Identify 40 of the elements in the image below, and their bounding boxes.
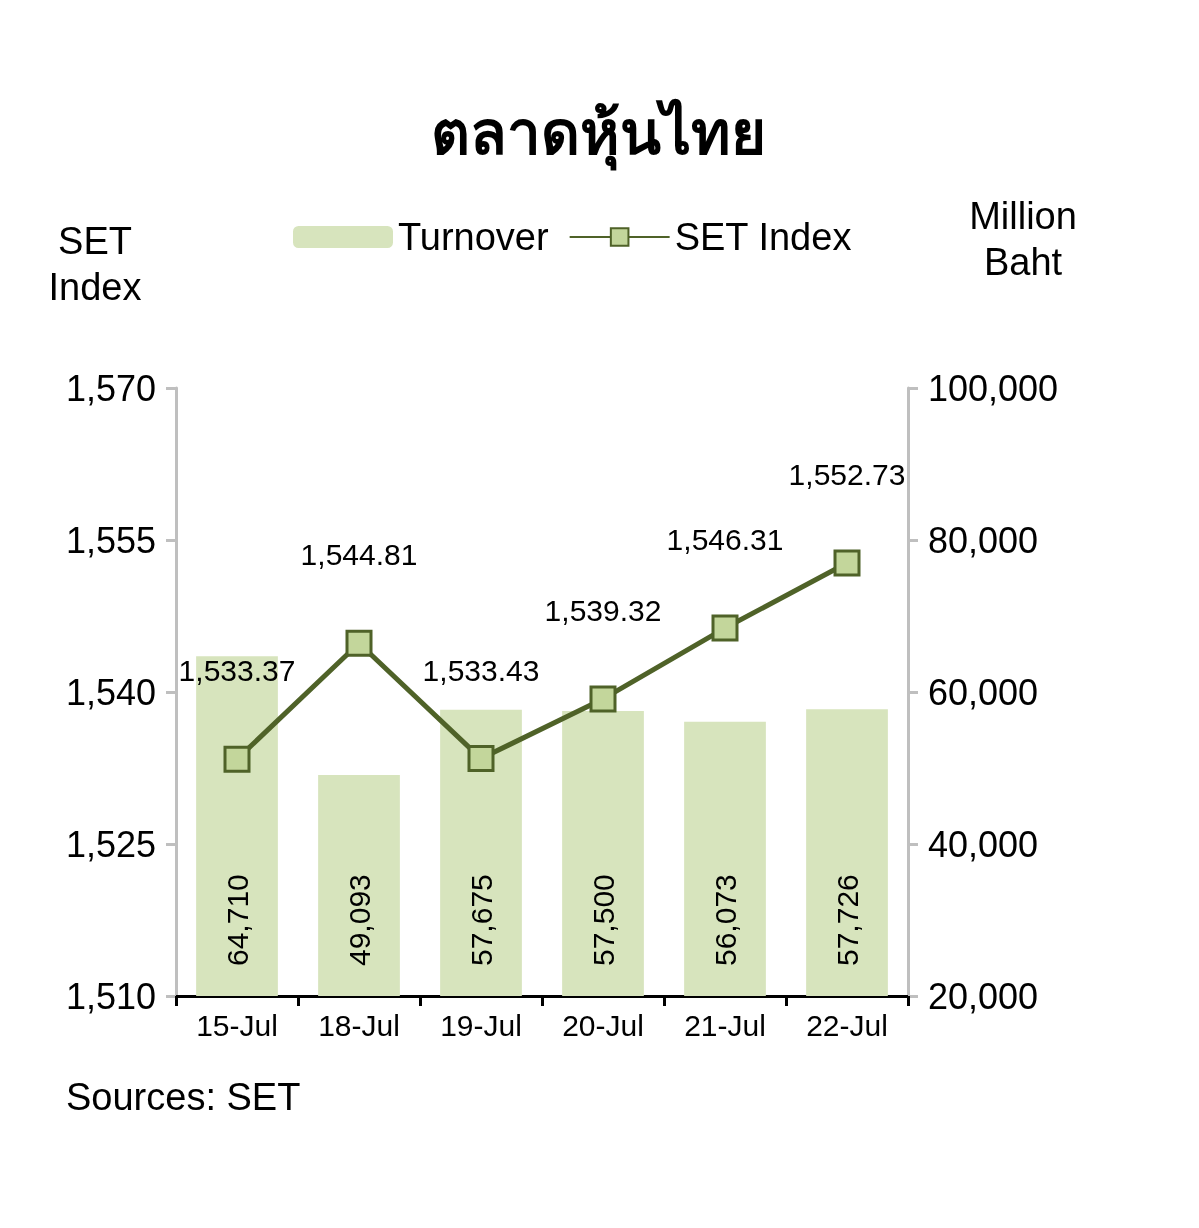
point	[467, 745, 495, 773]
point	[589, 685, 617, 713]
data-label: 56,073	[708, 874, 742, 966]
y2-tick-label: 80,000	[928, 519, 1039, 561]
y2-tick-label: 60,000	[928, 671, 1039, 713]
data-label: 1,544.81	[300, 538, 418, 572]
data-label: 1,546.31	[666, 523, 784, 557]
y-tick-label: 1,570	[65, 367, 156, 409]
data-label: 1,539.32	[544, 593, 662, 627]
point	[833, 549, 861, 577]
data-label: 1,533.37	[178, 654, 296, 688]
source-note: Sources: SET	[66, 1076, 301, 1118]
point	[223, 745, 251, 773]
y-tick-label: 1,510	[65, 975, 156, 1017]
y-tick-label: 1,540	[65, 671, 156, 713]
y2-axis-title: Million Baht	[969, 195, 1077, 283]
data-label: 57,675	[464, 874, 498, 966]
y-axis-title: SET Index	[48, 220, 142, 308]
y2-tick-label: 20,000	[928, 975, 1039, 1017]
legend-label: SET Index	[674, 216, 852, 258]
data-label: 49,093	[342, 874, 376, 966]
legend-label: Turnover	[398, 216, 549, 258]
data-label: 64,710	[220, 874, 254, 966]
y-tick-label: 1,555	[65, 519, 156, 561]
data-label: 1,533.43	[422, 653, 540, 687]
point	[711, 614, 739, 642]
y2-tick-label: 40,000	[928, 823, 1039, 865]
chart-title: ตลาดหุ้นไทย	[430, 98, 766, 171]
data-label: 57,500	[586, 874, 620, 966]
y-tick-label: 1,525	[65, 823, 156, 865]
x-tick-label: 20-Jul	[562, 1008, 644, 1042]
data-label: 57,726	[830, 874, 864, 966]
y2-tick-label: 100,000	[928, 367, 1059, 409]
x-tick-label: 22-Jul	[806, 1008, 888, 1042]
data-label: 1,552.73	[788, 458, 906, 491]
x-tick-label: 18-Jul	[318, 1008, 400, 1042]
x-tick-label: 21-Jul	[684, 1008, 766, 1042]
x-tick-label: 15-Jul	[196, 1008, 278, 1042]
x-tick-label: 19-Jul	[440, 1008, 522, 1042]
point	[345, 629, 373, 657]
